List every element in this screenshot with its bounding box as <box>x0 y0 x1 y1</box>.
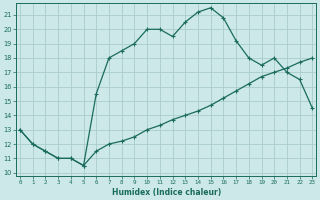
X-axis label: Humidex (Indice chaleur): Humidex (Indice chaleur) <box>112 188 221 197</box>
